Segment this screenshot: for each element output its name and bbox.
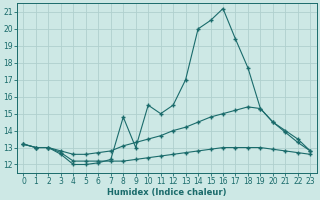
X-axis label: Humidex (Indice chaleur): Humidex (Indice chaleur) [107, 188, 227, 197]
